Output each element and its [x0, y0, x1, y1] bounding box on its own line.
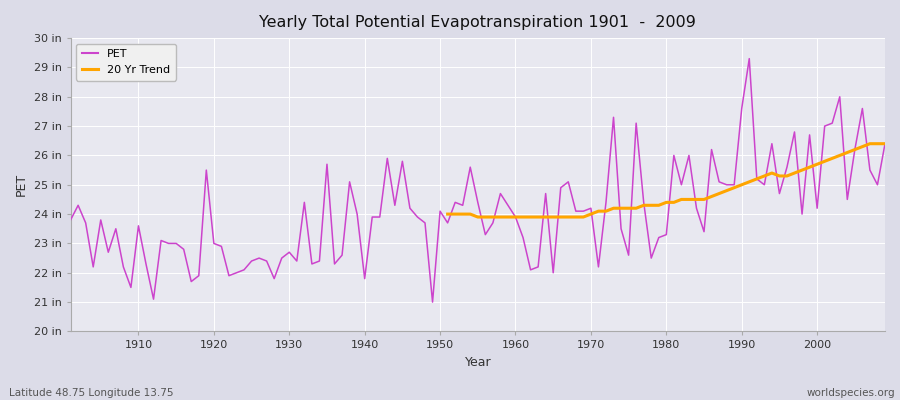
X-axis label: Year: Year: [464, 356, 491, 369]
Legend: PET, 20 Yr Trend: PET, 20 Yr Trend: [76, 44, 176, 80]
Y-axis label: PET: PET: [15, 173, 28, 196]
Text: Latitude 48.75 Longitude 13.75: Latitude 48.75 Longitude 13.75: [9, 388, 174, 398]
Title: Yearly Total Potential Evapotranspiration 1901  -  2009: Yearly Total Potential Evapotranspiratio…: [259, 15, 697, 30]
Text: worldspecies.org: worldspecies.org: [807, 388, 896, 398]
